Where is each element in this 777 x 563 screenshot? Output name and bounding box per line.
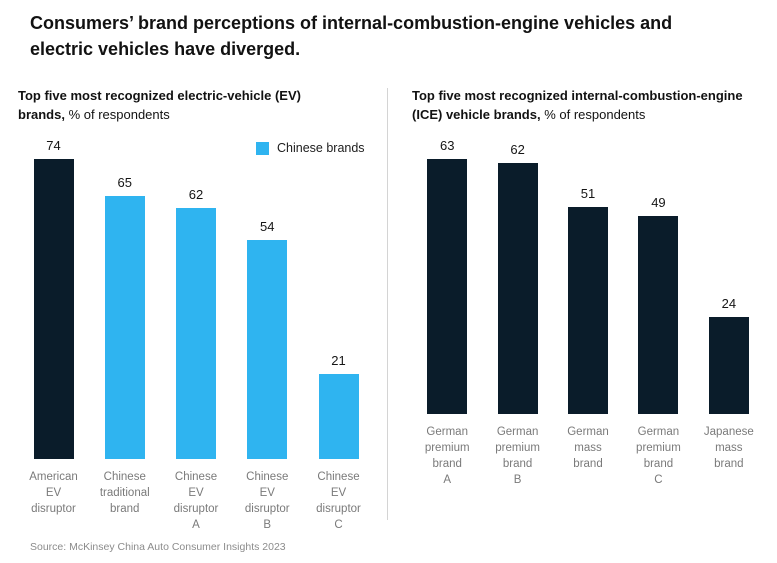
ev-plot-area: 74 American EV disruptor 65 Chinese traditi… <box>18 138 374 533</box>
bar-group-chinese-ev-disruptor-a: 62 Chinese EV disruptor A <box>161 187 232 533</box>
bar <box>33 159 74 459</box>
bar-value: 74 <box>46 138 61 153</box>
bar-group-chinese-ev-disruptor-b: 54 Chinese EV disruptor B <box>232 219 303 533</box>
bar-value: 62 <box>188 187 204 202</box>
bar-category-label: Chinese EV disruptor B <box>244 471 290 531</box>
bar <box>427 159 468 414</box>
bar-category-label: German premium brand A <box>424 426 470 486</box>
bar-category-label: German mass brand <box>567 426 609 470</box>
legend-label: Chinese brands <box>277 141 365 155</box>
bar-value: 62 <box>510 142 525 157</box>
bar-value: 21 <box>331 353 346 368</box>
bar <box>497 163 538 414</box>
bar-value: 63 <box>439 138 455 153</box>
bar-category-label: Japanese mass brand <box>703 426 754 470</box>
ice-chart-title-bold: Top five most recognized internal-combus… <box>412 88 743 122</box>
bar <box>247 240 288 459</box>
bar-group-german-premium-brand-a: 63 German premium brand A <box>412 138 482 488</box>
bar-value: 24 <box>721 296 737 311</box>
bar-category-label: German premium brand C <box>636 426 681 486</box>
ice-plot-area: 63 German premium brand A 62 German premium… <box>412 138 764 488</box>
panel-divider <box>387 88 388 520</box>
page-title: Consumers’ brand perceptions of internal… <box>30 13 673 59</box>
bar-value: 49 <box>651 195 666 210</box>
bar-group-german-premium-brand-c: 49 German premium brand C <box>623 195 693 488</box>
legend-chinese-brands: Chinese brands <box>256 141 365 155</box>
bar-category-label: Chinese traditional brand <box>99 471 150 515</box>
bar <box>568 207 609 414</box>
bar-group-german-premium-brand-b: 62 German premium brand B <box>482 142 552 488</box>
legend-swatch-icon <box>256 141 269 155</box>
bar-value: 65 <box>117 175 132 190</box>
bar-category-label: Chinese EV disruptor C <box>316 471 361 531</box>
ice-brands-chart: Top five most recognized internal-combus… <box>412 86 764 488</box>
ice-chart-title: Top five most recognized internal-combus… <box>412 86 748 124</box>
ice-chart-title-unit: % of respondents <box>540 107 646 122</box>
bar-group-japanese-mass-brand: 24 Japanese mass brand <box>694 296 764 488</box>
ev-chart-title-bold: Top five most recognized electric-vehicl… <box>18 88 301 122</box>
bar-group-chinese-ev-disruptor-c: 21 Chinese EV disruptor C <box>303 353 374 533</box>
source-note: Source: McKinsey China Auto Consumer Ins… <box>30 541 286 553</box>
ev-chart-title-unit: % of respondents <box>64 107 170 122</box>
bar-group-german-mass-brand: 51 German mass brand <box>553 186 623 488</box>
bar-category-label: German premium brand B <box>495 426 540 486</box>
bar-group-american-ev-disruptor: 74 American EV disruptor <box>18 138 89 533</box>
bar-category-label: Chinese EV disruptor A <box>173 471 219 531</box>
bar <box>104 196 145 459</box>
ev-chart-title: Top five most recognized electric-vehicl… <box>18 86 318 124</box>
bar-value: 51 <box>580 186 596 201</box>
bar-group-chinese-traditional-brand: 65 Chinese traditional brand <box>89 175 160 533</box>
bar <box>638 216 679 414</box>
ev-brands-chart: Top five most recognized electric-vehicl… <box>18 86 374 533</box>
bar-value: 54 <box>260 219 275 234</box>
bar-category-label: American EV disruptor <box>29 471 78 515</box>
bar <box>318 374 359 459</box>
bar <box>708 317 749 414</box>
bar <box>176 208 216 459</box>
